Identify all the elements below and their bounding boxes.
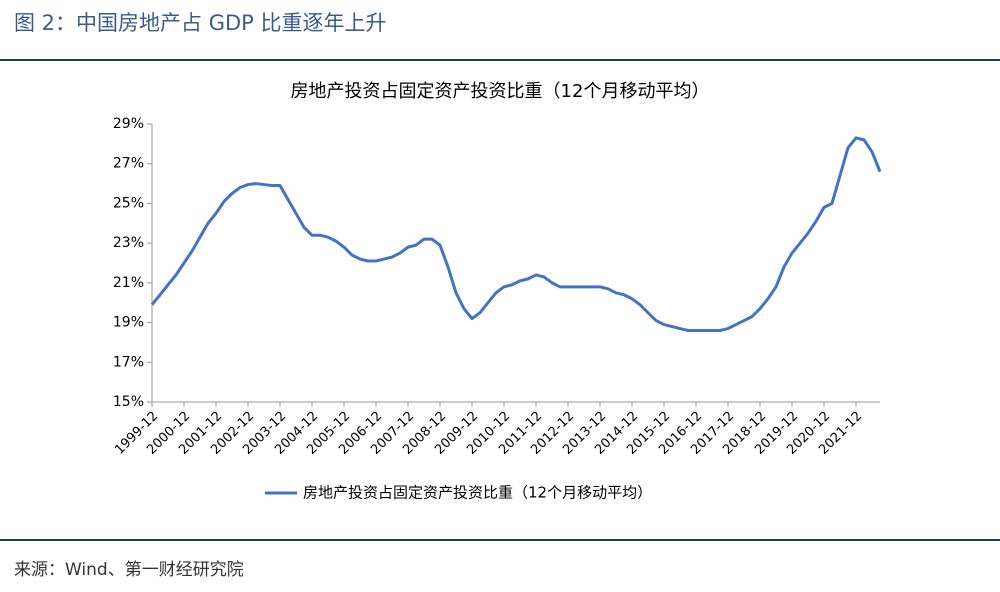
y-tick-label: 17% <box>113 354 144 370</box>
y-tick-label: 15% <box>113 394 144 410</box>
y-tick-label: 29% <box>113 116 144 132</box>
y-tick-label: 27% <box>113 156 144 172</box>
y-tick-label: 25% <box>113 195 144 211</box>
legend-label: 房地产投资占固定资产投资比重（12个月移动平均） <box>303 484 652 502</box>
source: 来源：Wind、第一财经研究院 <box>14 560 244 580</box>
y-tick-label: 19% <box>113 315 144 331</box>
line <box>150 136 882 333</box>
y-tick-label: 21% <box>113 275 144 291</box>
figure-title: 图 2：中国房地产占 GDP 比重逐年上升 <box>14 11 387 35</box>
y-tick-label: 23% <box>113 235 144 251</box>
chart-title: 房地产投资占固定资产投资比重（12个月移动平均） <box>291 81 710 102</box>
